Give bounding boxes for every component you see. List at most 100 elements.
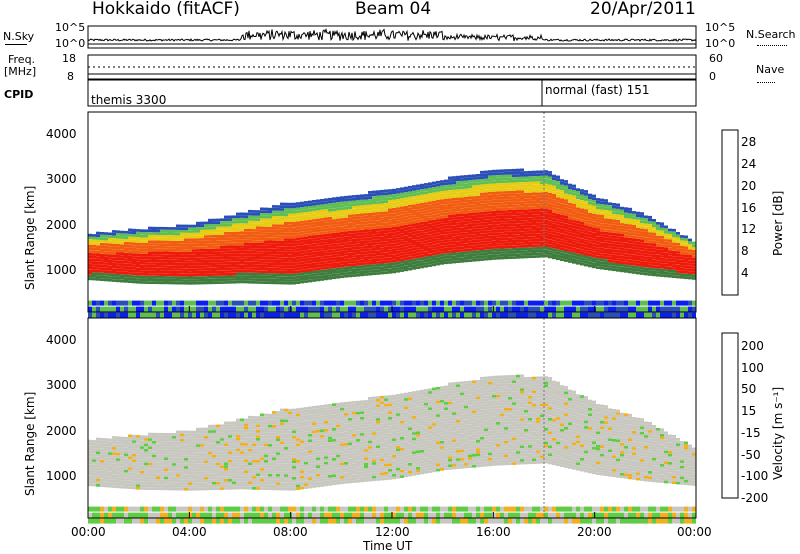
power-cell xyxy=(144,243,148,246)
power-cell xyxy=(512,188,516,191)
power-cell xyxy=(212,256,216,260)
power-cell xyxy=(344,239,348,243)
nsky-tick-top: 10^5 xyxy=(55,21,86,34)
power-clutter xyxy=(372,306,376,312)
power-cell xyxy=(220,264,224,268)
power-cell xyxy=(264,207,268,211)
power-cell xyxy=(472,237,476,240)
power-cell xyxy=(88,233,92,237)
power-cell xyxy=(520,184,524,188)
power-cell xyxy=(564,253,568,257)
power-cell xyxy=(260,275,264,279)
power-cell xyxy=(604,237,608,240)
power-cell xyxy=(188,238,192,241)
power-cell xyxy=(532,217,536,220)
power-cell xyxy=(568,224,572,228)
power-cell xyxy=(348,195,352,199)
power-cell xyxy=(420,205,424,209)
power-cell xyxy=(548,209,552,212)
power-cell xyxy=(644,237,648,240)
power-cell xyxy=(636,219,640,223)
power-cell xyxy=(608,216,612,219)
power-cell xyxy=(580,238,584,241)
vel-cell xyxy=(116,463,120,467)
power-cell xyxy=(536,255,540,258)
power-clutter xyxy=(488,312,492,318)
power-cell xyxy=(384,225,388,228)
power-cell xyxy=(192,232,196,236)
vel-cell xyxy=(104,449,108,452)
power-cell xyxy=(244,212,248,216)
power-cell xyxy=(656,263,660,266)
power-cell xyxy=(268,237,272,241)
power-cell xyxy=(412,239,416,243)
power-cell xyxy=(160,232,164,236)
vel-cell xyxy=(116,447,120,450)
power-cell xyxy=(568,219,572,222)
vel-cell xyxy=(112,452,116,456)
power-cell xyxy=(204,243,208,247)
power-cell xyxy=(652,262,656,266)
power-cell xyxy=(452,189,456,193)
power-cell xyxy=(544,186,548,190)
power-cell xyxy=(148,275,152,279)
power-cell xyxy=(412,250,416,254)
power-cell xyxy=(332,216,336,220)
power-clutter xyxy=(120,312,124,318)
power-cell xyxy=(288,246,292,250)
power-cell xyxy=(224,226,228,230)
vel-cell xyxy=(144,470,148,474)
power-clutter xyxy=(604,300,608,306)
power-cell xyxy=(572,214,576,218)
power-cell xyxy=(336,245,340,249)
power-cell xyxy=(608,205,612,208)
power-cell xyxy=(236,280,240,284)
power-cell xyxy=(648,267,652,271)
power-cell xyxy=(576,223,580,227)
power-clutter xyxy=(208,306,212,312)
power-cell xyxy=(512,256,516,259)
power-cell xyxy=(536,208,540,212)
power-cell xyxy=(308,252,312,256)
power-cell xyxy=(508,199,512,202)
power-cell xyxy=(144,240,148,243)
power-cell xyxy=(496,235,500,238)
power-cell xyxy=(436,232,440,236)
power-cell xyxy=(644,226,648,230)
power-cell xyxy=(548,190,552,193)
power-cell xyxy=(340,215,344,219)
power-cell xyxy=(272,207,276,211)
power-cell xyxy=(468,180,472,183)
power-cell xyxy=(492,238,496,241)
power-cell xyxy=(440,207,444,211)
power-cell xyxy=(412,223,416,227)
power-cell xyxy=(628,240,632,244)
power-cell xyxy=(256,264,260,268)
power-cell xyxy=(484,216,488,220)
power-cell xyxy=(556,227,560,231)
power-cell xyxy=(168,246,172,249)
power-cell xyxy=(248,269,252,273)
power-cell xyxy=(416,217,420,220)
power-cell xyxy=(480,206,484,210)
power-cell xyxy=(292,210,296,214)
power-cell xyxy=(668,239,672,243)
power-cell xyxy=(520,247,524,251)
vel-cell xyxy=(152,443,156,447)
power-cell xyxy=(448,239,452,242)
nsearch-tick-bottom: 10^0 xyxy=(705,37,736,50)
power-cell xyxy=(224,262,228,265)
power-cell xyxy=(424,218,428,222)
power-cell xyxy=(232,264,236,268)
power-cell xyxy=(516,168,520,172)
power-cell xyxy=(216,237,220,241)
power-cell xyxy=(492,213,496,217)
vel-cell xyxy=(108,479,112,483)
power-cell xyxy=(192,241,196,244)
power-cell xyxy=(288,224,292,228)
vel-cell xyxy=(164,471,168,474)
vel-cell xyxy=(148,476,152,479)
power-cell xyxy=(572,217,576,221)
power-cell xyxy=(516,206,520,210)
power-cell xyxy=(160,251,164,255)
